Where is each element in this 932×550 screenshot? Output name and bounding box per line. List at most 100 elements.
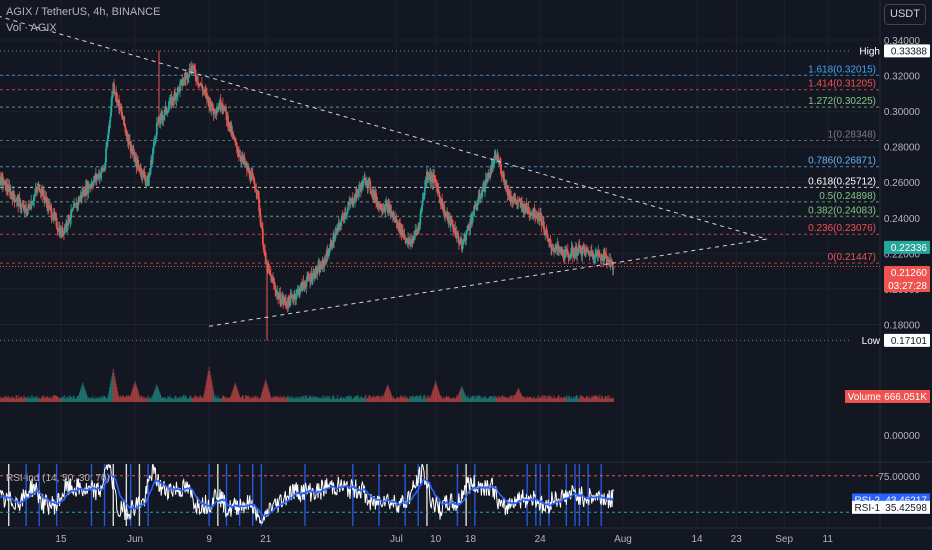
- candle-body: [26, 209, 29, 215]
- volume-bar: [103, 395, 105, 402]
- volume-bar: [480, 396, 482, 402]
- volume-bar: [461, 388, 464, 402]
- volume-indicator-label: Vol · AGIX: [6, 22, 57, 34]
- volume-bar: [219, 398, 221, 402]
- volume-bar: [562, 397, 565, 402]
- candle-body: [609, 259, 612, 264]
- volume-bar: [49, 398, 51, 402]
- candle-body: [140, 168, 143, 176]
- candle-body: [104, 162, 107, 170]
- candle-body: [362, 180, 364, 187]
- volume-bar: [69, 395, 72, 402]
- volume-bar: [259, 398, 261, 402]
- candle-body: [18, 197, 21, 201]
- candle-body: [540, 214, 543, 226]
- volume-bar: [319, 398, 321, 402]
- volume-bar: [0, 396, 2, 402]
- volume-bar: [138, 395, 141, 402]
- candle-body: [338, 223, 341, 226]
- candle-body: [358, 185, 361, 191]
- volume-bar: [522, 396, 525, 402]
- volume-bar: [60, 398, 62, 402]
- volume-bar: [147, 395, 149, 402]
- volume-bar: [53, 395, 55, 402]
- volume-bar: [557, 395, 559, 402]
- candle-body: [115, 92, 118, 103]
- currency-button[interactable]: USDT: [884, 4, 926, 25]
- candle-body: [0, 175, 3, 185]
- volume-bar: [151, 396, 154, 402]
- volume-bar: [298, 397, 300, 402]
- volume-bar: [342, 398, 344, 402]
- volume-bar: [292, 398, 294, 402]
- candle-body: [562, 249, 565, 257]
- volume-bar: [544, 398, 546, 402]
- candle-body: [28, 205, 31, 209]
- candle-body: [260, 225, 263, 228]
- volume-bar: [586, 396, 588, 402]
- candle-body: [476, 205, 478, 209]
- candle-body: [254, 188, 257, 190]
- candle-body: [466, 226, 469, 231]
- volume-bar: [551, 398, 554, 402]
- volume-bar: [265, 379, 267, 402]
- volume-bar: [42, 395, 45, 402]
- volume-bar: [56, 396, 58, 402]
- candle-body: [589, 252, 592, 256]
- volume-bar: [198, 398, 200, 402]
- candle-body: [108, 121, 111, 126]
- volume-bar: [178, 397, 180, 402]
- volume-bar: [396, 396, 398, 402]
- volume-bar: [64, 399, 66, 402]
- volume-bar: [437, 388, 439, 402]
- candle-body: [549, 240, 552, 245]
- candle-body: [486, 181, 489, 183]
- volume-bar: [334, 399, 337, 402]
- candle-body: [110, 105, 112, 117]
- candle-body: [480, 197, 483, 198]
- high-tag-bg: [851, 44, 884, 58]
- candle-body: [280, 303, 282, 305]
- volume-bar: [51, 398, 53, 402]
- volume-bar: [103, 396, 106, 402]
- volume-bar: [6, 398, 8, 402]
- volume-bar: [413, 397, 415, 402]
- volume-bar: [171, 398, 173, 402]
- volume-bar: [188, 396, 191, 402]
- volume-bar: [443, 396, 445, 402]
- volume-bar: [92, 395, 94, 402]
- candle-body: [386, 203, 388, 204]
- volume-bar: [432, 390, 434, 402]
- candle-body: [279, 293, 282, 304]
- volume-bar: [557, 397, 559, 402]
- volume-bar: [180, 398, 183, 402]
- volume-bar: [554, 398, 556, 402]
- volume-bar: [309, 396, 311, 402]
- volume-bar: [10, 398, 12, 402]
- volume-bar: [124, 397, 126, 402]
- volume-bar: [185, 395, 187, 402]
- candle-body: [570, 247, 573, 257]
- volume-bar: [176, 396, 178, 402]
- volume-bar: [115, 383, 117, 402]
- volume-bar: [416, 396, 419, 402]
- volume-bar: [151, 396, 153, 402]
- candle-body: [484, 179, 487, 188]
- volume-bar: [502, 397, 504, 402]
- volume-bar: [345, 399, 347, 402]
- volume-bar: [277, 396, 279, 402]
- candle-body: [433, 175, 436, 179]
- volume-bar: [519, 391, 521, 402]
- candle-body: [187, 77, 189, 80]
- candle-body: [2, 177, 4, 186]
- candle-body: [334, 233, 337, 239]
- candle-body: [68, 215, 70, 223]
- volume-bar: [233, 384, 236, 402]
- candle-body: [582, 247, 585, 250]
- volume-bar: [389, 390, 391, 402]
- volume-bar: [525, 398, 527, 402]
- candle-body: [302, 281, 305, 285]
- candle-body: [423, 187, 426, 196]
- volume-bar: [383, 394, 385, 402]
